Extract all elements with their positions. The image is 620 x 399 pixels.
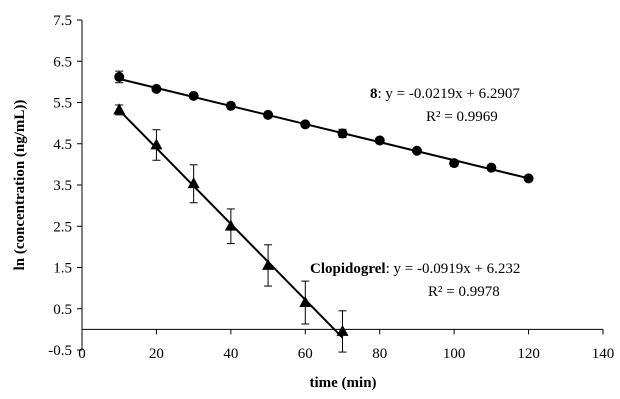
x-tick-label: 100 — [443, 346, 466, 362]
y-tick-label: 3.5 — [53, 178, 72, 194]
equation-label-8: 8: y = -0.0219x + 6.2907 — [370, 86, 520, 102]
series-name-8: 8 — [370, 86, 378, 102]
data-point-clopidogrel — [150, 138, 163, 150]
data-point-clopidogrel — [336, 324, 349, 336]
data-point-8 — [114, 71, 125, 82]
x-tick-label: 20 — [149, 346, 164, 362]
x-tick-label: 120 — [517, 346, 540, 362]
r-squared-8: R² = 0.9969 — [426, 109, 498, 125]
y-tick-label: 1.5 — [53, 261, 72, 277]
data-point-8 — [523, 173, 534, 184]
data-point-clopidogrel — [262, 258, 275, 270]
data-point-8 — [151, 83, 162, 94]
y-tick-label: 4.5 — [53, 137, 72, 153]
series-name-clopidogrel: Clopidogrel — [310, 261, 386, 277]
y-tick-label: 7.5 — [53, 13, 72, 29]
y-axis-label: ln (concentration (ng/mL)) — [12, 100, 28, 271]
data-point-8 — [374, 135, 385, 146]
data-point-clopidogrel — [187, 177, 200, 189]
data-point-8 — [411, 145, 422, 156]
data-point-8 — [263, 109, 274, 120]
data-point-clopidogrel — [299, 295, 312, 307]
data-point-8 — [486, 162, 497, 173]
x-axis-label: time (min) — [309, 375, 376, 391]
data-point-8 — [300, 119, 311, 130]
y-tick-label: 5.5 — [53, 96, 72, 112]
r-squared-clopidogrel: R² = 0.9978 — [428, 284, 500, 300]
x-tick-label: 0 — [78, 346, 86, 362]
y-tick-label: 2.5 — [53, 219, 72, 235]
x-tick-label: 140 — [592, 346, 615, 362]
trendline-8 — [118, 77, 529, 180]
data-point-8 — [225, 100, 236, 111]
y-tick-label: -0.5 — [48, 343, 72, 359]
equation-clopidogrel: : y = -0.0919x + 6.232 — [386, 261, 521, 277]
x-tick-label: 60 — [298, 346, 313, 362]
data-point-8 — [449, 158, 460, 169]
x-tick-label: 80 — [372, 346, 387, 362]
data-markers — [113, 71, 534, 336]
y-tick-label: 0.5 — [53, 302, 72, 318]
data-point-8 — [337, 128, 348, 139]
y-tick-label: 6.5 — [53, 54, 72, 70]
axes: -0.5 0.5 1.5 2.5 3.5 4.5 5.5 6.5 7.5 0 20 40 60 80 100… — [48, 13, 614, 362]
equation-8: : y = -0.0219x + 6.2907 — [378, 86, 521, 102]
data-point-8 — [188, 90, 199, 101]
data-point-clopidogrel — [224, 219, 237, 231]
data-point-clopidogrel — [113, 103, 126, 115]
equation-label-clopidogrel: Clopidogrel: y = -0.0919x + 6.232 — [310, 261, 520, 277]
x-tick-label: 40 — [223, 346, 238, 362]
